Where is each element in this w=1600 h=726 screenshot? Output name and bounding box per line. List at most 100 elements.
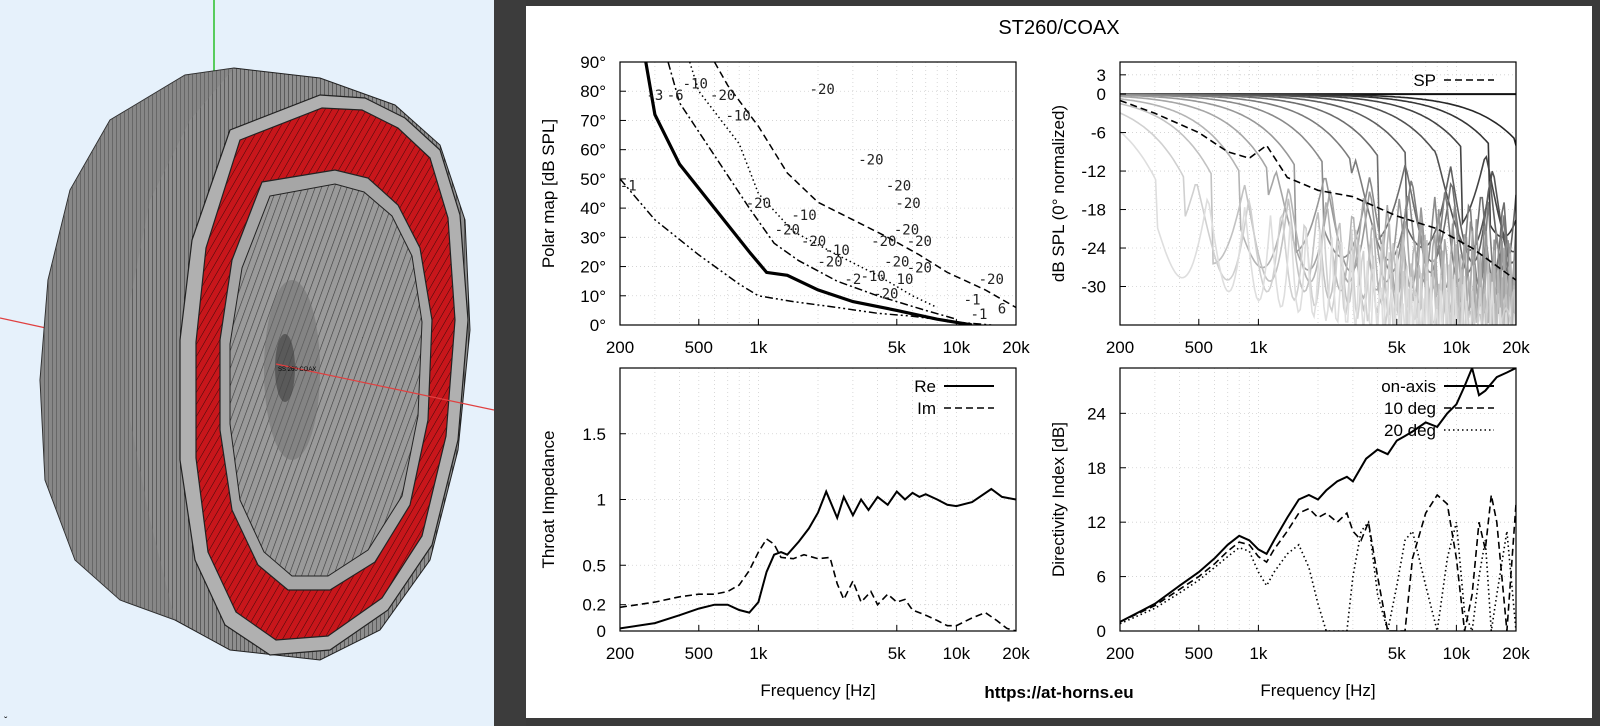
legend-label: SP <box>1413 71 1436 90</box>
y-tick-label: 90° <box>580 53 606 72</box>
plot-frame <box>1119 61 1517 326</box>
contour-label: -20 <box>810 82 835 98</box>
polar-map-plot-area <box>620 62 1016 325</box>
contour-label: -20 <box>858 152 883 168</box>
y-tick-label: -24 <box>1081 239 1106 258</box>
x-tick-label: 5k <box>1388 338 1406 357</box>
model-label: SS 260 COAX <box>278 367 316 373</box>
contour-label: -10 <box>791 208 816 224</box>
contour-line <box>620 178 992 325</box>
legend-label: Re <box>914 377 936 396</box>
x-tick-label: 200 <box>606 338 634 357</box>
x-tick-label: 200 <box>1106 338 1134 357</box>
y-tick-label: 40° <box>580 199 606 218</box>
x-tick-label: 5k <box>1388 644 1406 663</box>
x-tick-label: 20k <box>1002 338 1030 357</box>
directivity-index-plot-area <box>1120 368 1516 631</box>
x-tick-label: 200 <box>606 644 634 663</box>
off-axis-curve <box>1120 102 1516 325</box>
y-tick-label: 18 <box>1087 459 1106 478</box>
x-tick-label: 10k <box>943 338 971 357</box>
contour-label: -10 <box>683 76 708 92</box>
x-tick-label: 500 <box>1185 644 1213 663</box>
y-tick-label: -30 <box>1081 278 1106 297</box>
y-tick-label: 0.5 <box>582 556 606 575</box>
legend-label: 10 deg <box>1384 399 1436 418</box>
y-tick-label: -18 <box>1081 201 1106 220</box>
y-axis-label: Polar map [dB SPL] <box>539 119 558 268</box>
axis-x-left <box>0 317 47 329</box>
x-tick-label: 500 <box>1185 338 1213 357</box>
x-tick-label: 1k <box>749 338 767 357</box>
x-tick-label: 20k <box>1502 338 1530 357</box>
series-line <box>1120 99 1516 281</box>
contour-line <box>644 62 973 325</box>
x-axis-label: Frequency [Hz] <box>1260 681 1375 700</box>
horn-model-view[interactable]: SS 260 COAX ˇ <box>0 0 494 726</box>
contour-label: -2 <box>844 272 861 288</box>
contour-label: -20 <box>801 234 826 250</box>
contour-label: -20 <box>895 196 920 212</box>
panel-divider <box>494 0 526 726</box>
legend-label: 20 deg <box>1384 421 1436 440</box>
series-line <box>620 487 1016 630</box>
contour-label: -10 <box>725 108 750 124</box>
series-line <box>1120 493 1516 631</box>
contour-label: 6 <box>998 301 1006 317</box>
contour-label: -1 <box>964 293 981 309</box>
legend-label: on-axis <box>1381 377 1436 396</box>
3d-viewport[interactable]: SS 260 COAX ˇ <box>0 0 494 726</box>
y-tick-label: 20° <box>580 258 606 277</box>
contour-label: 10 <box>897 272 914 288</box>
y-axis-label: Throat Impedance <box>539 431 558 569</box>
off-axis-curve <box>1120 130 1508 325</box>
y-tick-label: 12 <box>1087 513 1106 532</box>
contour-label: -20 <box>907 234 932 250</box>
contour-label: -20 <box>775 222 800 238</box>
horn-mouth <box>229 183 423 577</box>
x-tick-label: 5k <box>888 644 906 663</box>
directivity-index-chart: 200 500 1k 5k 10k 20k 0 6 12 18 24 Directivity Inde… <box>1049 367 1530 700</box>
y-tick-label: 0.2 <box>582 596 606 615</box>
contour-label: -20 <box>884 255 909 271</box>
x-tick-label: 1k <box>749 644 767 663</box>
contour-label: -20 <box>907 260 932 276</box>
contour-label: -6 <box>667 88 684 104</box>
contour-line <box>713 62 1016 309</box>
x-axis-label: Frequency [Hz] <box>760 681 875 700</box>
x-tick-label: 10k <box>1443 338 1471 357</box>
y-tick-label: 6 <box>1097 568 1106 587</box>
y-tick-label: 0 <box>1097 85 1106 104</box>
y-tick-label: 10° <box>580 287 606 306</box>
contour-label: -20 <box>894 222 919 238</box>
x-tick-label: 5k <box>888 338 906 357</box>
contour-label: -20 <box>817 255 842 271</box>
y-tick-label: 3 <box>1097 66 1106 85</box>
y-tick-label: 24 <box>1087 404 1106 423</box>
series-line <box>1120 520 1516 631</box>
y-axis-label: Directivity Index [dB] <box>1049 422 1068 577</box>
contour-label: -3 <box>646 88 663 104</box>
legend-label: Im <box>917 399 936 418</box>
x-tick-label: 200 <box>1106 644 1134 663</box>
horn-side-shade <box>40 68 234 620</box>
contour-label: -20 <box>871 234 896 250</box>
corner-mark: ˇ <box>4 715 8 726</box>
x-tick-label: 10k <box>1443 644 1471 663</box>
y-tick-label: -6 <box>1091 124 1106 143</box>
normalized-spl-plot-area <box>1120 93 1516 325</box>
x-tick-label: 20k <box>1502 644 1530 663</box>
y-tick-label: 80° <box>580 82 606 101</box>
off-axis-curve <box>1120 112 1512 325</box>
x-tick-label: 1k <box>1249 644 1267 663</box>
report-url: https://at-horns.eu <box>984 683 1133 702</box>
series-line <box>620 537 1016 631</box>
throat-impedance-plot-area <box>620 487 1016 631</box>
contour-label: -10 <box>825 243 850 259</box>
y-axis-label: dB SPL (0° normalized) <box>1049 105 1068 282</box>
report-panel: ST260/COAX https://at-horns.eu -1 -3 -6 -10… <box>526 6 1592 718</box>
x-tick-label: 10k <box>943 644 971 663</box>
contour-label: -20 <box>979 272 1004 288</box>
contour-label: -1 <box>971 307 988 323</box>
x-tick-label: 1k <box>1249 338 1267 357</box>
